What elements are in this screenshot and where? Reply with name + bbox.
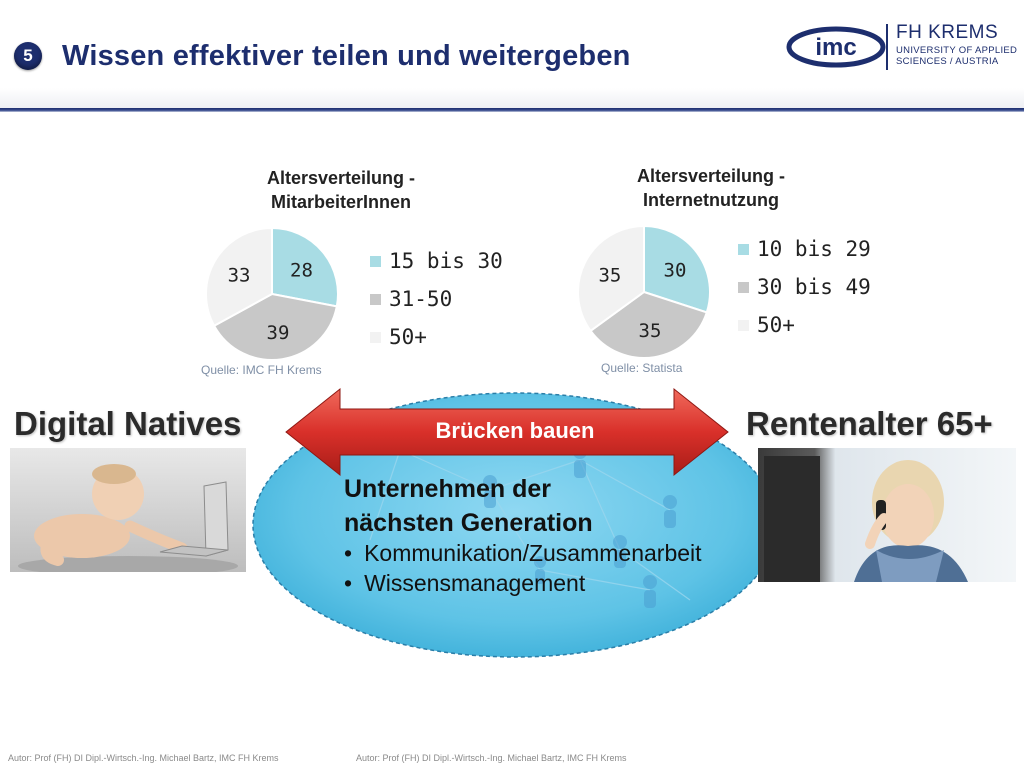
legend-swatch	[370, 293, 381, 305]
legend-label: 50+	[757, 313, 795, 337]
logo-subtitle-line2: SCIENCES / AUSTRIA	[896, 56, 999, 67]
pie-slice	[205, 226, 273, 328]
chart1-legend: 15 bis 30 31-50 50+	[370, 242, 503, 356]
legend-swatch	[370, 331, 381, 343]
legend-label: 10 bis 29	[757, 237, 871, 261]
pie-slice	[271, 226, 339, 308]
chart2-title-line2: Internetnutzung	[643, 190, 779, 210]
legend-item: 30 bis 49	[738, 268, 871, 306]
pie-data-label: 35	[598, 265, 621, 287]
baby-laptop-photo	[10, 448, 246, 572]
chart1-title-line2: MitarbeiterInnen	[270, 192, 412, 212]
pie-data-label: 30	[664, 259, 687, 281]
logo-divider	[886, 24, 888, 70]
chart1-pie: 28 39 33	[205, 226, 339, 361]
bullet-item: Kommunikation/Zusammenarbeit	[344, 538, 701, 568]
chart2-legend: 10 bis 29 30 bis 49 50+	[738, 230, 871, 344]
chart2-source: Quelle: Statista	[601, 361, 683, 375]
bullet-item: Wissensmanagement	[344, 568, 702, 598]
pie-slice	[212, 292, 339, 361]
ellipse-heading-line1: Unternehmen der	[344, 475, 551, 503]
arrow-label: Brücken bauen	[435, 418, 595, 443]
double-arrow	[285, 387, 729, 477]
footer-author-right: Autor: Prof (FH) DI Dipl.-Wirtsch.-Ing. …	[356, 753, 627, 763]
legend-item: 31-50	[370, 280, 503, 318]
legend-label: 15 bis 30	[389, 249, 503, 273]
baby-illustration	[18, 464, 238, 572]
pie-slice	[589, 290, 709, 359]
digital-natives-label: Digital Natives	[14, 405, 242, 442]
chart2-title: Altersverteilung - Internetnutzung	[596, 164, 826, 212]
senior-woman-photo	[758, 448, 1016, 582]
senior-illustration	[764, 456, 968, 582]
legend-swatch	[738, 281, 749, 293]
logo-mark: imc	[815, 34, 856, 61]
rentenalter-label: Rentenalter 65+	[746, 405, 993, 442]
chart1-source: Quelle: IMC FH Krems	[201, 363, 322, 377]
ellipse-heading: Unternehmen der nächsten Generation	[344, 472, 593, 540]
legend-swatch	[738, 319, 749, 331]
slide-title: Wissen effektiver teilen und weitergeben	[62, 40, 631, 72]
pie-slice	[643, 224, 711, 314]
legend-item: 50+	[370, 318, 503, 356]
header-rule	[0, 108, 1024, 112]
legend-swatch	[738, 243, 749, 255]
pie-data-label: 33	[228, 265, 251, 287]
legend-label: 50+	[389, 325, 427, 349]
chart2-pie: 30 35 35	[577, 224, 711, 359]
pie-data-label: 28	[290, 260, 313, 282]
legend-swatch	[370, 255, 381, 267]
imc-logo: imc	[786, 26, 886, 68]
ellipse-bullet-list: Kommunikation/Zusammenarbeit Wissensmana…	[344, 538, 702, 598]
ellipse-heading-line2: nächsten Generation	[344, 509, 593, 537]
footer-author-left: Autor: Prof (FH) DI Dipl.-Wirtsch.-Ing. …	[8, 753, 279, 763]
slide-number-badge: 5	[14, 42, 42, 70]
header-shadow	[0, 88, 1024, 110]
chart1-title-line1: Altersverteilung -	[266, 168, 416, 188]
pie-data-label: 39	[267, 322, 290, 344]
logo-name: FH KREMS	[896, 22, 999, 43]
pie-slice	[577, 224, 645, 333]
legend-label: 31-50	[389, 287, 453, 311]
legend-item: 10 bis 29	[738, 230, 871, 268]
legend-label: 30 bis 49	[757, 275, 871, 299]
pie-data-label: 35	[639, 320, 662, 342]
legend-item: 50+	[738, 306, 871, 344]
logo-subtitle: UNIVERSITY OF APPLIED SCIENCES / AUSTRIA	[896, 45, 1017, 67]
logo-subtitle-line1: UNIVERSITY OF APPLIED	[896, 45, 1018, 56]
chart1-title: Altersverteilung - MitarbeiterInnen	[226, 166, 456, 214]
chart2-title-line1: Altersverteilung -	[636, 166, 786, 186]
legend-item: 15 bis 30	[370, 242, 503, 280]
